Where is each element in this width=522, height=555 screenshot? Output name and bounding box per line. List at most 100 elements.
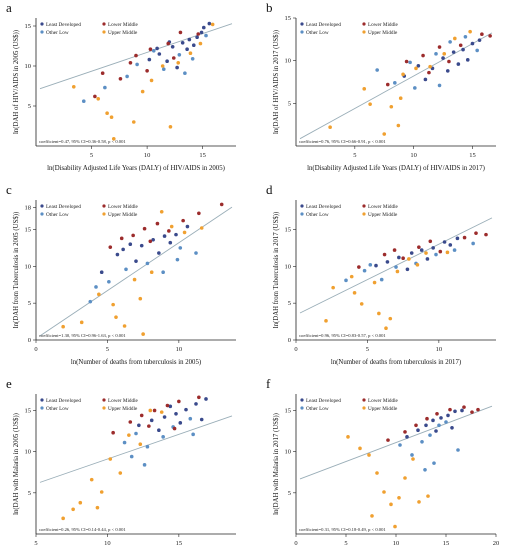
panel-a: a 5 10 15 5 10 15 ln(Disability Adjusted Life Y…	[6, 0, 236, 172]
data-point	[456, 62, 461, 66]
data-point	[122, 440, 127, 445]
data-point	[134, 431, 138, 436]
legend-label: Upper Middle	[368, 212, 398, 218]
data-point	[445, 69, 450, 73]
data-point	[434, 52, 438, 56]
legend-label: Other Low	[46, 212, 69, 218]
legend-label: Other Low	[306, 30, 329, 36]
data-point	[219, 202, 224, 207]
data-point	[140, 89, 145, 94]
data-point	[470, 41, 475, 46]
data-point	[368, 102, 372, 106]
y-tick-label: 10	[285, 449, 292, 456]
y-tick-label: 0	[288, 337, 291, 344]
data-point	[108, 245, 113, 249]
y-tick-label: 10	[285, 263, 292, 270]
data-point	[210, 22, 215, 27]
data-point	[372, 280, 377, 285]
annotation: coefficient=0.76, 95% CI=0.66-0.91, p < …	[299, 139, 386, 145]
x-tick-label: 0	[294, 346, 297, 353]
data-point	[167, 229, 171, 233]
data-point	[161, 270, 165, 275]
data-point	[128, 61, 133, 65]
legend-marker	[300, 212, 304, 216]
legend-marker	[40, 212, 44, 216]
legend-label: Least Developed	[306, 204, 341, 210]
data-point	[416, 63, 421, 68]
data-point	[477, 38, 482, 42]
legend-marker	[102, 212, 106, 216]
data-point	[488, 34, 492, 38]
data-point	[204, 397, 208, 401]
y-tick-label: 10	[25, 63, 32, 70]
data-point	[382, 252, 387, 257]
data-point	[148, 47, 153, 51]
legend-marker	[362, 398, 366, 402]
data-point	[389, 104, 394, 109]
data-point	[191, 43, 196, 47]
data-point	[145, 261, 150, 266]
data-point	[142, 463, 147, 467]
legend-marker	[40, 22, 44, 26]
x-tick-label: 5	[353, 152, 356, 159]
data-point	[168, 404, 173, 409]
data-point	[393, 524, 397, 529]
data-point	[157, 251, 161, 255]
data-point	[434, 429, 438, 433]
panel-b: b 5 10 15 5 10 15 ln(Disability Adjusted Life Y…	[266, 0, 496, 172]
data-point	[180, 41, 185, 45]
legend-marker	[40, 30, 44, 34]
legend-marker	[40, 204, 44, 208]
y-tick-label: 10	[25, 263, 32, 270]
data-point	[165, 403, 170, 408]
legend-label: Upper Middle	[368, 406, 398, 412]
x-tick-label: 10	[144, 152, 151, 159]
data-point	[194, 251, 198, 255]
data-point	[423, 467, 427, 472]
data-point	[115, 252, 120, 257]
data-point	[71, 507, 75, 512]
data-point	[187, 37, 192, 42]
legend-marker	[300, 30, 304, 34]
data-point	[125, 74, 129, 79]
panel-letter: d	[266, 182, 273, 197]
x-tick-label: 0	[294, 540, 297, 547]
data-point	[114, 315, 118, 319]
data-point	[134, 259, 138, 263]
data-point	[149, 270, 154, 275]
data-point	[450, 425, 454, 430]
fit-line	[299, 405, 493, 480]
legend-marker	[102, 30, 106, 34]
y-axis-label: ln(DAH from Tuberculosis in 2017 (US$))	[273, 212, 280, 329]
legend-marker	[362, 212, 366, 216]
legend-label: Other Low	[46, 30, 69, 36]
data-point	[437, 45, 442, 49]
data-point	[465, 58, 470, 62]
data-point	[475, 48, 479, 53]
data-point	[142, 226, 147, 231]
y-axis-label: ln(DAH with Malaria in 2017 (US$))	[273, 413, 280, 515]
data-point	[171, 56, 176, 60]
data-point	[382, 490, 386, 494]
panel-letter: a	[6, 0, 12, 15]
data-point	[426, 494, 430, 498]
data-point	[471, 241, 475, 246]
data-point	[147, 57, 152, 62]
legend-label: Least Developed	[46, 204, 81, 210]
x-tick-label: 10	[176, 346, 183, 353]
data-point	[61, 516, 65, 521]
data-point	[172, 426, 177, 431]
data-point	[78, 500, 83, 505]
y-tick-label: 5	[288, 100, 291, 107]
data-point	[152, 408, 157, 413]
legend-label: Upper Middle	[108, 30, 138, 36]
data-point	[375, 471, 379, 475]
data-point	[155, 221, 160, 226]
data-point	[416, 428, 420, 433]
data-point	[442, 52, 447, 56]
data-point	[138, 296, 143, 301]
data-point	[100, 71, 105, 75]
data-point	[134, 53, 138, 58]
data-point	[111, 430, 115, 435]
